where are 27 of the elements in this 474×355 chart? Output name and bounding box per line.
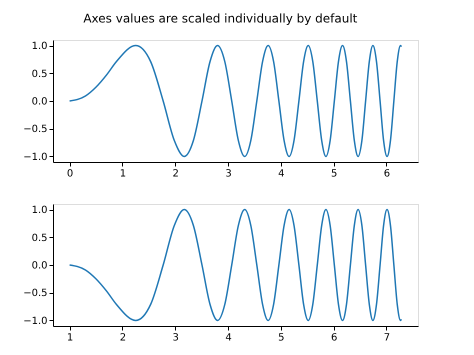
- x-tick-label: 4: [225, 332, 232, 344]
- x-tick-label: 1: [120, 168, 126, 180]
- x-tick-label: 6: [330, 332, 338, 344]
- x-tick-label: 2: [172, 168, 179, 180]
- x-tick-label: 3: [225, 168, 232, 180]
- y-tick-label: 1.0: [32, 205, 48, 216]
- y-tick-label: 0.5: [32, 232, 48, 244]
- x-tick-label: 1: [66, 332, 74, 344]
- line-series: [68, 44, 402, 158]
- line-series: [68, 208, 402, 322]
- y-tick-label: 0.5: [32, 68, 48, 80]
- x-tick-label: 6: [384, 168, 390, 180]
- y-tick-label: 0.0: [32, 96, 48, 108]
- y-tick-label: 0.0: [32, 260, 48, 272]
- y-tick-label: −1.0: [23, 152, 48, 163]
- y-tick-label: −0.5: [23, 288, 48, 300]
- chart-title: Axes values are scaled individually by default: [83, 12, 358, 26]
- x-tick-label: 5: [330, 168, 338, 180]
- x-tick-label: 0: [66, 168, 74, 180]
- x-tick-label: 2: [120, 332, 126, 344]
- x-tick-label: 7: [384, 332, 390, 344]
- x-tick-label: 5: [278, 332, 285, 344]
- y-tick-label: −0.5: [23, 124, 48, 136]
- y-tick-label: 1.0: [32, 41, 48, 52]
- x-tick-label: 4: [278, 168, 285, 180]
- x-tick-label: 3: [172, 332, 179, 344]
- y-tick-label: −1.0: [23, 316, 48, 327]
